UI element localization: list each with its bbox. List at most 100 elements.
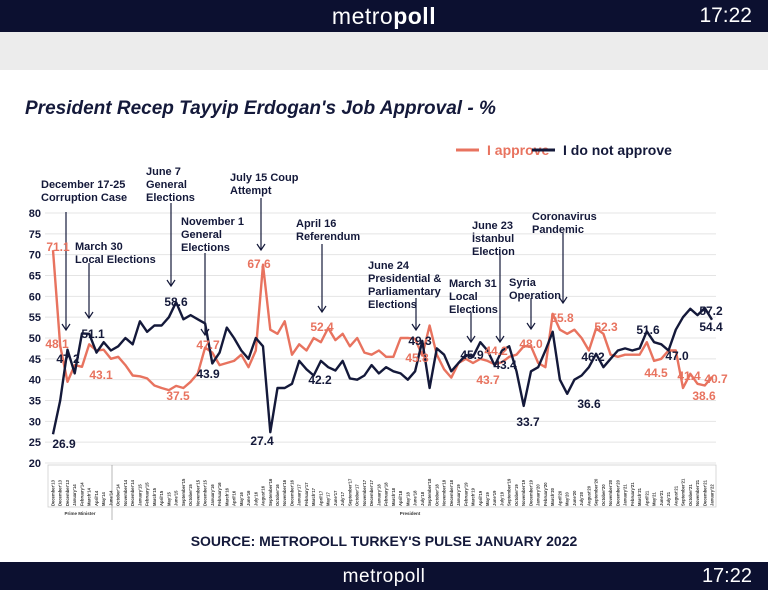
chart-title: President Recep Tayyip Erdogan's Job App… xyxy=(25,98,496,119)
annotation-text: Referendum xyxy=(296,231,360,243)
x-tick-label: June'14 xyxy=(108,490,113,506)
arrow-head-icon xyxy=(61,323,71,332)
x-tick-label: October'15 xyxy=(188,484,193,506)
annotation-text: December 17-25 xyxy=(41,179,125,191)
y-tick-label: 80 xyxy=(29,208,41,220)
x-tick-label: January'19 xyxy=(456,484,461,506)
x-tick-label: January'14 xyxy=(72,484,77,506)
x-tick-label: May'20 xyxy=(565,492,570,506)
arrow-head-icon xyxy=(558,296,568,305)
disapprove-data-label: 26.9 xyxy=(52,437,76,451)
header-band xyxy=(0,32,768,70)
approve-data-label: 43.1 xyxy=(89,368,113,382)
approve-data-label: 67.6 xyxy=(247,257,271,271)
disapprove-data-label: 33.7 xyxy=(516,415,540,429)
x-tick-label: October'16 xyxy=(275,484,280,506)
x-tick-label: December'13 xyxy=(51,479,56,506)
annotation-text: March 30 xyxy=(75,241,123,253)
x-tick-label: May'18 xyxy=(405,492,410,506)
x-tick-label: June'18 xyxy=(413,490,418,506)
disapprove-data-label: 57.2 xyxy=(699,304,723,318)
x-tick-label: January'16 xyxy=(210,484,215,506)
x-tick-label: February'18 xyxy=(384,482,389,506)
x-tick-label: May'14 xyxy=(101,492,106,506)
source-note: SOURCE: METROPOLL TURKEY'S PULSE JANUARY… xyxy=(190,533,578,549)
disapprove-data-label: 27.4 xyxy=(250,434,274,448)
x-tick-label: July'21 xyxy=(666,491,671,506)
x-tick-label: May'15 xyxy=(166,492,171,506)
disapprove-data-label: 58.6 xyxy=(164,295,188,309)
annotation-text: İstanbul xyxy=(472,232,514,245)
approve-data-label: 71.1 xyxy=(46,240,70,254)
x-tick-label: March'15 xyxy=(152,487,157,506)
disapprove-data-label: 54.4 xyxy=(699,320,723,334)
disapprove-data-label: 42.2 xyxy=(308,373,332,387)
x-tick-label: January'20 xyxy=(536,484,541,506)
x-tick-label: December'15 xyxy=(203,479,208,506)
annotation-text: July 15 Coup xyxy=(230,172,299,184)
annotation-text: Corruption Case xyxy=(41,192,127,204)
x-tick-label: February'17 xyxy=(304,482,309,506)
arrow-head-icon xyxy=(166,279,176,288)
x-tick-label: October'18 xyxy=(434,484,439,506)
y-tick-label: 45 xyxy=(29,354,41,366)
x-tick-label: July'19 xyxy=(499,491,504,506)
x-tick-label: January'15 xyxy=(137,484,142,506)
x-tick-label: December'13 xyxy=(58,479,63,506)
disapprove-data-label: 47.0 xyxy=(665,349,689,363)
x-tick-label: May'16 xyxy=(239,492,244,506)
x-tick-label: September'19 xyxy=(507,478,512,506)
x-tick-label: July'17 xyxy=(340,491,345,506)
y-tick-label: 65 xyxy=(29,271,41,283)
disapprove-line xyxy=(51,301,714,435)
approve-data-label: 52.4 xyxy=(310,320,334,334)
y-tick-label: 35 xyxy=(29,396,41,408)
x-tick-label: December'14 xyxy=(130,479,135,506)
annotation-text: Operation xyxy=(509,290,561,302)
arrow-head-icon xyxy=(466,335,476,344)
arrow-head-icon xyxy=(411,323,421,332)
x-tick-label: January'18 xyxy=(376,484,381,506)
x-tick-label: August'21 xyxy=(673,485,678,506)
x-tick-label: May'17 xyxy=(326,492,331,506)
arrow-head-icon xyxy=(256,243,266,252)
x-tick-label: December'17 xyxy=(369,479,374,506)
disapprove-data-label: 49.3 xyxy=(408,334,432,348)
annotation-text: Parliamentary xyxy=(368,286,442,298)
brand-logo: metropoll xyxy=(0,3,768,30)
x-tick-label: September'16 xyxy=(268,478,273,506)
annotation-text: Elections xyxy=(449,304,498,316)
x-tick-label: April'20 xyxy=(557,490,562,506)
x-tick-label: September'17 xyxy=(347,478,352,506)
approve-data-label: 44.2 xyxy=(484,344,508,358)
approve-data-label: 52.3 xyxy=(594,320,618,334)
approve-data-label: 44.5 xyxy=(644,366,668,380)
annotation-text: Elections xyxy=(181,242,230,254)
x-tick-label: September'15 xyxy=(181,478,186,506)
disapprove-data-label: 43.9 xyxy=(196,367,220,381)
x-tick-label: July'20 xyxy=(579,491,584,506)
x-tick-label: February'21 xyxy=(630,482,635,506)
x-tick-label: December'19 xyxy=(528,479,533,506)
x-tick-label: December'18 xyxy=(449,479,454,506)
x-tick-label: April'21 xyxy=(644,490,649,506)
y-tick-label: 30 xyxy=(29,416,41,428)
x-tick-label: March'20 xyxy=(550,487,555,506)
x-tick-label: April'15 xyxy=(159,490,164,506)
legend-approve-label: I approve xyxy=(487,142,549,158)
annotation-text: Coronavirus xyxy=(532,211,597,223)
approve-data-label: 38.6 xyxy=(692,389,716,403)
approve-data-label: 41.4 xyxy=(677,369,701,383)
y-tick-label: 20 xyxy=(29,458,41,470)
annotation-text: Local xyxy=(449,291,478,303)
x-tick-label: March'18 xyxy=(391,487,396,506)
x-tick-label: October'20 xyxy=(601,484,606,506)
footer-clock: 17:22 xyxy=(701,565,752,587)
footer-brand: metropoll xyxy=(342,566,426,587)
annotation-text: April 16 xyxy=(296,218,336,230)
y-tick-label: 50 xyxy=(29,333,41,345)
approve-data-label: 47.7 xyxy=(196,338,220,352)
x-tick-label: November'19 xyxy=(521,479,526,506)
y-tick-label: 25 xyxy=(29,437,41,449)
